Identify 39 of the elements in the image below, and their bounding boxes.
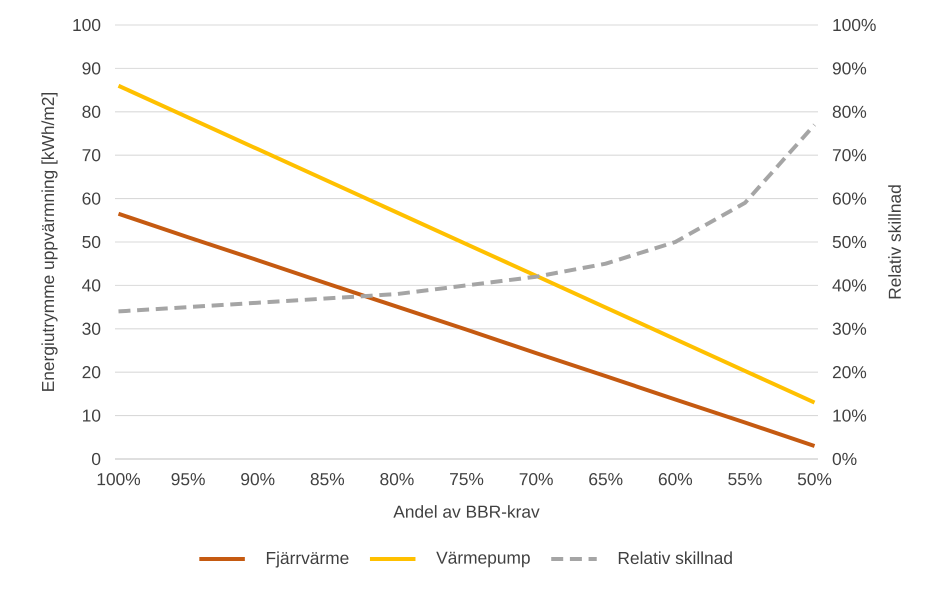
x-tick-label: 70%: [520, 473, 553, 486]
x-tick-label: 50%: [798, 473, 832, 486]
y-tick-label: 40: [82, 279, 100, 292]
x-tick-label: 65%: [589, 473, 622, 486]
legend-label: Fjärrvärme: [266, 551, 349, 568]
y-tick-label: 60: [82, 192, 100, 205]
y2-tick-label: 90%: [832, 62, 866, 75]
x-tick-label: 75%: [450, 473, 484, 486]
y-tick-label: 0: [92, 452, 100, 466]
y2-tick-label: 30%: [832, 322, 866, 335]
y2-tick-label: 60%: [832, 192, 866, 205]
x-axis-title: Andel av BBR-krav: [393, 505, 540, 518]
y2-tick-label: 40%: [832, 279, 866, 292]
y-tick-label: 10: [83, 409, 100, 422]
y2-tick-label: 20%: [832, 366, 866, 378]
y2-tick-label: 50%: [832, 236, 866, 248]
legend-label: Värmepump: [436, 552, 530, 568]
y2-tick-label: 10%: [833, 409, 866, 422]
y-tick-label: 80: [82, 106, 100, 118]
y2-axis-title: Relativ skillnad: [888, 185, 901, 298]
y2-tick-label: 0%: [832, 452, 856, 466]
y-axis-title: Energiutrymme uppvärmning [kWh/m2]: [41, 93, 58, 391]
x-tick-label: 100%: [98, 473, 140, 486]
x-tick-label: 95%: [172, 473, 205, 486]
y2-tick-label: 70%: [832, 149, 866, 162]
y2-tick-label: 80%: [832, 106, 866, 118]
y-tick-label: 20: [82, 366, 100, 378]
y2-tick-label: 100%: [833, 18, 876, 32]
y-tick-label: 50: [82, 236, 100, 248]
x-tick-label: 55%: [728, 473, 762, 486]
y-tick-label: 70: [82, 149, 100, 162]
y-tick-label: 90: [82, 62, 100, 75]
x-tick-label: 60%: [658, 473, 692, 486]
x-tick-label: 90%: [241, 473, 274, 486]
x-tick-label: 85%: [310, 473, 344, 486]
x-tick-label: 80%: [380, 473, 414, 486]
legend-label: Relativ skillnad: [618, 551, 732, 564]
y-tick-label: 30: [82, 322, 100, 335]
y-tick-label: 100: [73, 18, 100, 32]
